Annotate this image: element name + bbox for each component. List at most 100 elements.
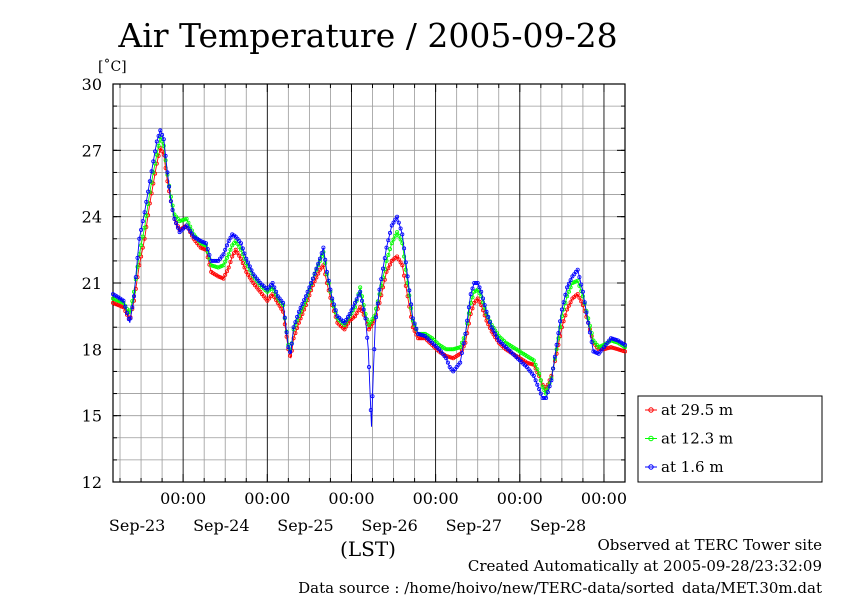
data-point — [189, 231, 194, 236]
data-point — [316, 261, 321, 266]
series-3 — [111, 128, 628, 427]
data-point — [146, 189, 151, 194]
data-point — [324, 269, 329, 274]
data-point — [219, 263, 224, 268]
data-point — [382, 256, 387, 261]
data-point — [617, 347, 622, 352]
data-point — [170, 207, 175, 212]
data-point — [205, 247, 210, 252]
data-point — [456, 345, 461, 350]
data-point — [312, 279, 317, 284]
legend-box — [637, 395, 823, 483]
data-point — [172, 216, 177, 221]
data-point — [319, 251, 324, 256]
chart-title: Air Temperature / 2005-09-28 — [117, 16, 617, 55]
data-point — [610, 336, 615, 341]
data-point — [540, 384, 545, 389]
data-point — [445, 360, 450, 365]
data-point — [161, 137, 166, 142]
data-point — [212, 264, 217, 269]
data-point — [358, 285, 363, 290]
data-point — [614, 346, 619, 351]
data-point — [579, 282, 584, 287]
data-point — [395, 254, 400, 259]
data-point — [226, 265, 231, 270]
data-point — [111, 296, 116, 301]
data-point — [223, 247, 228, 252]
data-point — [228, 235, 233, 240]
data-point — [235, 241, 240, 246]
data-point — [289, 341, 294, 346]
data-point — [484, 318, 489, 323]
data-point — [395, 214, 400, 219]
data-point — [270, 280, 275, 285]
data-point — [480, 300, 485, 305]
data-point — [163, 153, 168, 158]
y-tick-label: 27 — [82, 141, 102, 160]
data-point — [526, 361, 531, 366]
data-point — [139, 227, 144, 232]
data-point — [177, 219, 182, 224]
series-line — [112, 146, 626, 390]
data-point — [386, 252, 391, 257]
data-point — [575, 278, 580, 283]
data-point — [223, 259, 228, 264]
data-point — [454, 346, 459, 351]
data-point — [556, 336, 561, 341]
data-point — [379, 277, 384, 282]
data-point — [586, 320, 591, 325]
data-point — [295, 325, 300, 330]
data-point — [242, 265, 247, 270]
data-point — [380, 266, 385, 271]
data-point — [342, 327, 347, 332]
data-point — [182, 217, 187, 222]
data-point — [123, 304, 128, 309]
data-point — [535, 367, 540, 372]
data-point — [144, 213, 149, 218]
data-point — [407, 288, 412, 293]
data-point — [156, 133, 161, 138]
data-point — [475, 280, 480, 285]
data-point — [370, 394, 375, 399]
data-point — [216, 274, 221, 279]
data-point — [586, 316, 591, 321]
series-1 — [111, 146, 628, 392]
footer-data-source: Data source : /home/hoivo/new/TERC-data/… — [298, 579, 822, 595]
data-point — [403, 260, 408, 265]
x-tick-date-label: Sep-27 — [446, 516, 502, 535]
data-point — [293, 331, 298, 336]
data-point — [149, 169, 154, 174]
data-point — [358, 289, 363, 294]
data-point — [463, 331, 468, 336]
data-point — [154, 152, 159, 157]
data-point — [417, 332, 422, 337]
data-point — [407, 293, 412, 298]
data-point — [170, 203, 175, 208]
data-point — [121, 298, 126, 303]
data-point — [247, 275, 252, 280]
data-point — [568, 278, 573, 283]
footer-observed-at: Observed at TERC Tower site — [597, 536, 822, 554]
data-point — [605, 346, 610, 351]
data-point — [549, 378, 554, 383]
x-tick-time-label: 00:00 — [497, 489, 543, 508]
data-point — [244, 269, 249, 274]
data-point — [247, 264, 252, 269]
data-point — [384, 245, 389, 250]
data-point — [281, 300, 286, 305]
data-point — [352, 300, 357, 305]
data-point — [237, 244, 242, 249]
data-point — [366, 364, 371, 369]
data-point — [458, 360, 463, 365]
data-point — [398, 226, 403, 231]
data-point — [484, 309, 489, 314]
data-point — [459, 350, 464, 355]
data-point — [282, 322, 287, 327]
data-point — [361, 303, 366, 308]
data-point — [358, 305, 363, 310]
data-point — [238, 241, 243, 246]
data-point — [237, 253, 242, 258]
data-point — [452, 346, 457, 351]
data-point — [307, 285, 312, 290]
data-point — [216, 265, 221, 270]
